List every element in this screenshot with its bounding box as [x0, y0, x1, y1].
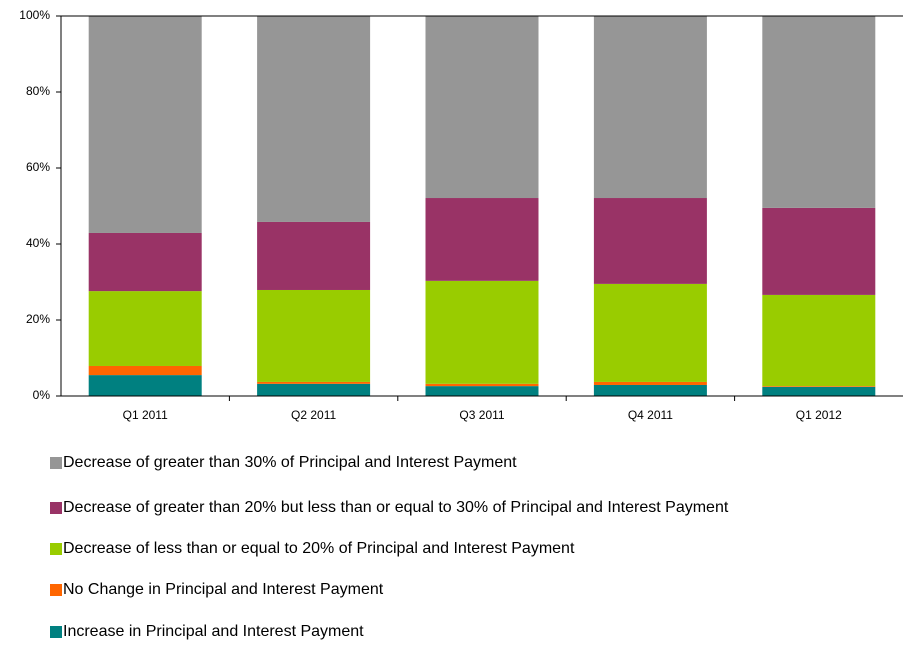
legend-swatch [50, 584, 62, 596]
bar-segment [257, 221, 371, 290]
bar-segment [257, 383, 371, 396]
bar-segment [762, 386, 876, 387]
legend-swatch [50, 543, 62, 555]
bar-segment [257, 16, 371, 222]
bar-segment [425, 383, 539, 387]
bar-segment [593, 198, 707, 284]
bar-segment [88, 365, 202, 376]
legend-swatch [50, 626, 62, 638]
x-tick-label: Q1 2011 [123, 408, 168, 422]
bar-segment [762, 294, 876, 387]
bar-segment [593, 16, 707, 199]
legend-swatch [50, 502, 62, 514]
bar-segment [88, 16, 202, 233]
legend-label: No Change in Principal and Interest Paym… [63, 581, 384, 598]
bar-segment [425, 16, 539, 199]
legend-label: Decrease of less than or equal to 20% of… [63, 540, 575, 557]
bar-segment [257, 289, 371, 382]
bar-segment [88, 291, 202, 366]
x-tick-label: Q3 2011 [459, 408, 504, 422]
bar-segment [593, 384, 707, 396]
legend-swatch [50, 457, 62, 469]
y-tick-label: 0% [33, 388, 51, 402]
bar-segment [762, 386, 876, 396]
bar-segment [425, 198, 539, 281]
bar-segment [762, 207, 876, 295]
bar-segment [257, 381, 371, 384]
legend-label: Decrease of greater than 30% of Principa… [63, 454, 517, 471]
y-tick-label: 80% [26, 84, 50, 98]
legend-label: Increase in Principal and Interest Payme… [63, 623, 364, 640]
bar-segment [762, 16, 876, 208]
bar-segment [593, 381, 707, 385]
bar-segment [593, 283, 707, 382]
x-tick-label: Q4 2011 [628, 408, 673, 422]
y-tick-label: 60% [26, 160, 50, 174]
y-tick-label: 100% [19, 8, 50, 22]
bar-segment [88, 375, 202, 396]
y-tick-label: 40% [26, 236, 50, 250]
x-tick-label: Q1 2012 [796, 408, 842, 422]
y-tick-label: 20% [26, 312, 50, 326]
bar-segment [425, 280, 539, 384]
bar-segment [88, 232, 202, 292]
x-tick-label: Q2 2011 [291, 408, 336, 422]
legend-label: Decrease of greater than 20% but less th… [63, 499, 729, 516]
bar-segment [425, 386, 539, 396]
